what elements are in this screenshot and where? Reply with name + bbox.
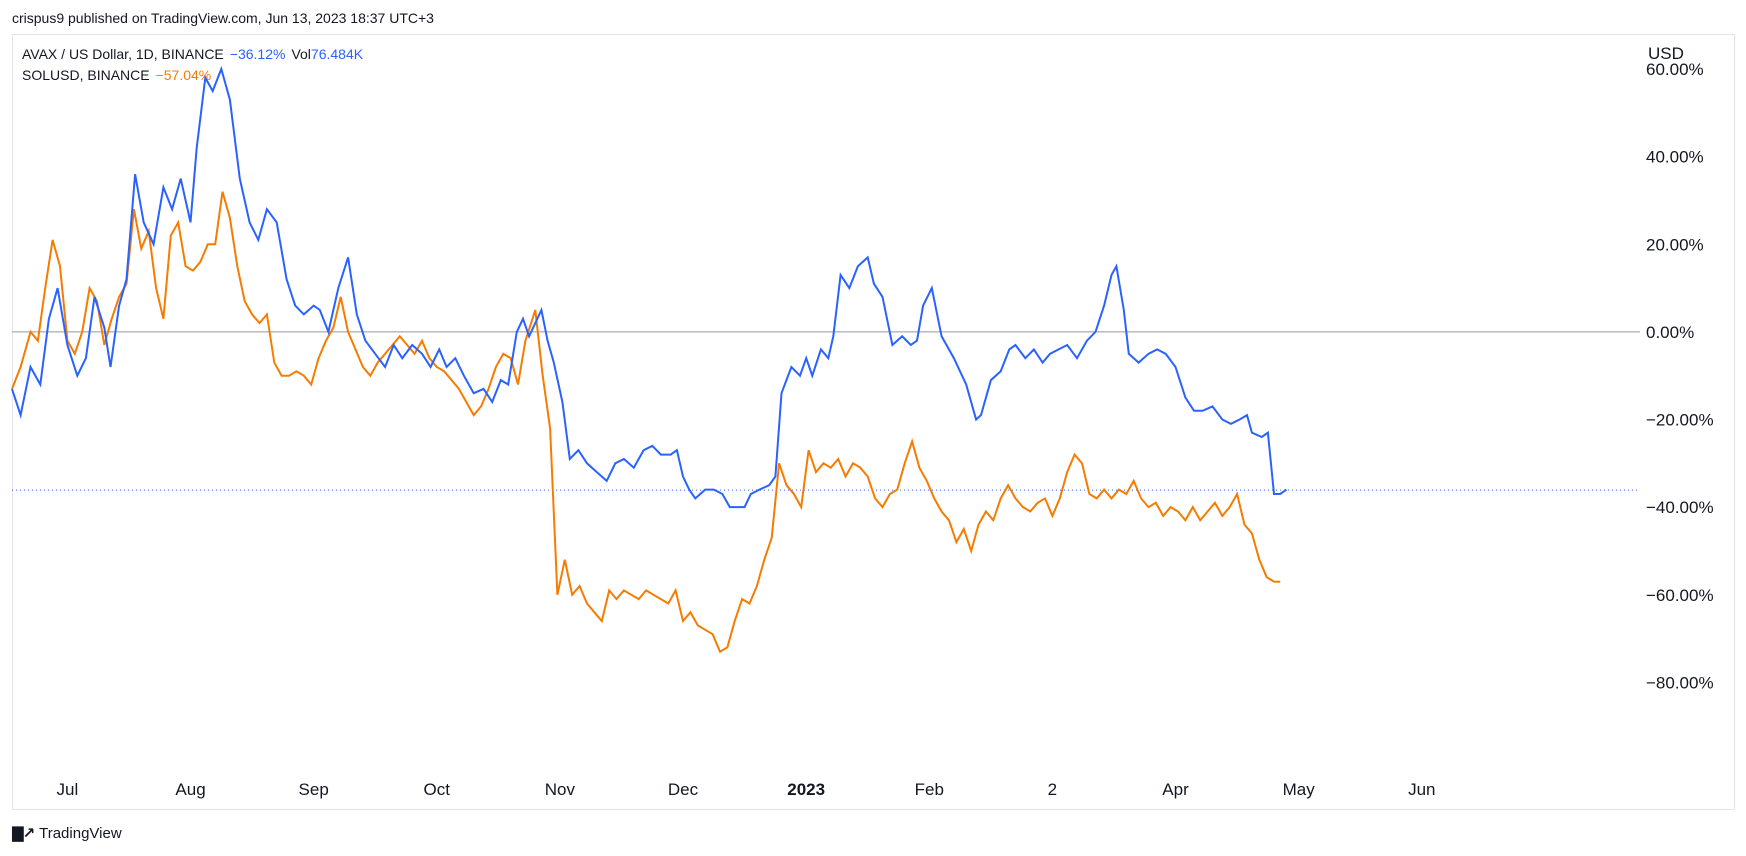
y-tick-label: −20.00% xyxy=(1646,411,1714,430)
y-tick-label: 0.00% xyxy=(1646,323,1694,342)
x-tick-label: Aug xyxy=(175,780,205,799)
x-tick-label: Apr xyxy=(1162,780,1189,799)
x-axis: Jul Aug Sep Oct Nov Dec 2023 Feb 2 Apr May Jun xyxy=(57,780,1436,799)
y-tick-label: 60.00% xyxy=(1646,60,1704,79)
x-tick-label: 2 xyxy=(1048,780,1057,799)
series-line-avax xyxy=(11,65,1287,509)
x-tick-label: Jun xyxy=(1408,780,1435,799)
chart-frame xyxy=(12,34,1735,810)
y-axis-label: USD xyxy=(1648,44,1684,63)
x-tick-label: Nov xyxy=(545,780,576,799)
legend-row-sol[interactable]: SOLUSD, BINANCE −57.04% xyxy=(22,65,363,86)
legend-sol-change: −57.04% xyxy=(155,67,212,83)
legend-vol-value: 76.484K xyxy=(310,46,364,62)
x-tick-label: Dec xyxy=(668,780,699,799)
legend-avax-change: −36.12% xyxy=(229,46,286,62)
chart-legend: AVAX / US Dollar, 1D, BINANCE −36.12% Vol7… xyxy=(22,44,363,86)
y-tick-label: −60.00% xyxy=(1646,586,1714,605)
x-tick-label: Sep xyxy=(299,780,329,799)
y-tick-label: −40.00% xyxy=(1646,498,1714,517)
y-tick-label: 40.00% xyxy=(1646,148,1704,167)
series-line-sol xyxy=(11,191,1281,654)
x-tick-label: May xyxy=(1283,780,1316,799)
x-tick-label: Oct xyxy=(424,780,451,799)
legend-vol-label: Vol xyxy=(291,46,311,62)
publisher-caption: crispus9 published on TradingView.com, J… xyxy=(12,10,434,26)
x-tick-label: Jul xyxy=(57,780,79,799)
y-tick-label: −80.00% xyxy=(1646,673,1714,692)
legend-avax-name: AVAX / US Dollar, 1D, BINANCE xyxy=(22,46,224,62)
footer-branding: ▇↗ TradingView xyxy=(12,824,122,843)
x-tick-label: Feb xyxy=(915,780,944,799)
footer-brand-name: TradingView xyxy=(39,824,122,842)
y-axis: 60.00% 40.00% 20.00% 0.00% −20.00% −40.00% −60… xyxy=(1646,60,1714,692)
legend-row-avax[interactable]: AVAX / US Dollar, 1D, BINANCE −36.12% Vol7… xyxy=(22,44,363,65)
y-tick-label: 20.00% xyxy=(1646,235,1704,254)
x-tick-label: 2023 xyxy=(787,780,825,799)
legend-sol-name: SOLUSD, BINANCE xyxy=(22,67,150,83)
tradingview-logo-icon: ▇↗ xyxy=(12,825,35,842)
